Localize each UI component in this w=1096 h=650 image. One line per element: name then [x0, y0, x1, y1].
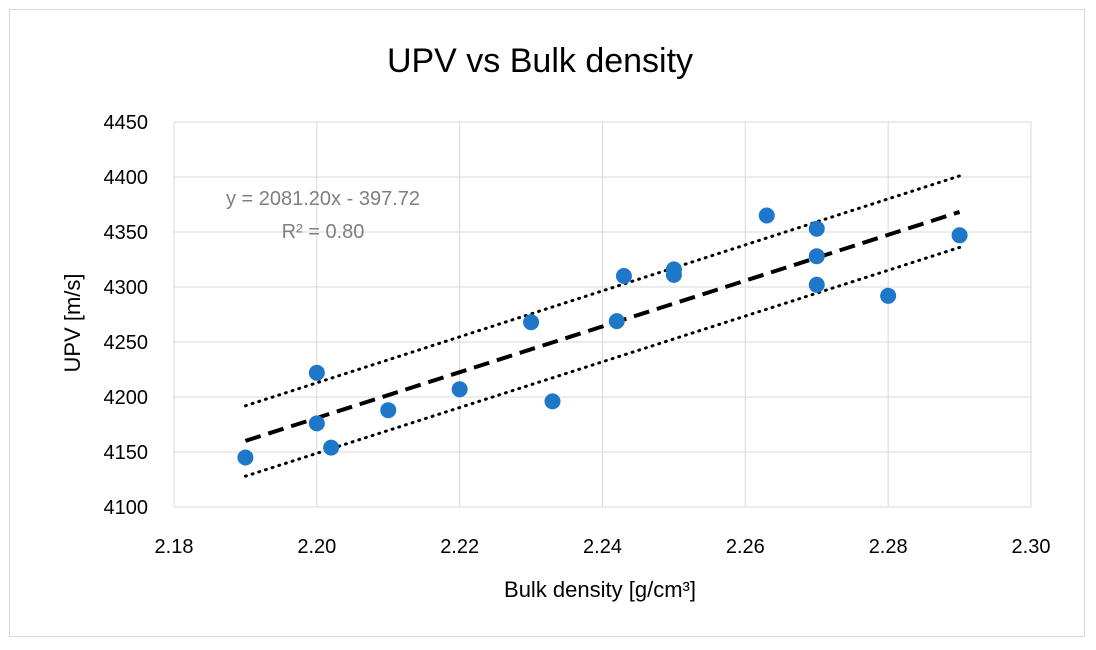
- data-point: [615, 268, 632, 284]
- data-point: [665, 266, 682, 283]
- data-point: [808, 220, 825, 237]
- x-tick-label: 2.20: [297, 536, 336, 558]
- gridlines: [173, 121, 1032, 508]
- data-point: [451, 381, 468, 398]
- data-point: [237, 449, 254, 466]
- y-tick-label: 4450: [104, 112, 149, 134]
- y-tick-label: 4150: [104, 442, 149, 464]
- trendline-equation: y = 2081.20x - 397.72: [226, 188, 420, 210]
- x-tick-label: 2.18: [155, 536, 194, 558]
- data-point: [608, 313, 625, 330]
- data-point: [880, 287, 897, 304]
- y-tick-label: 4300: [104, 277, 149, 299]
- data-point: [544, 393, 561, 410]
- y-tick-label: 4100: [104, 497, 149, 519]
- scatter-chart: 4100 4150 4200 4250 4300 4350 4400 4450 2.18 2.2…: [60, 42, 1051, 602]
- x-axis-label: Bulk density [g/cm³]: [504, 577, 696, 602]
- data-point: [808, 276, 825, 293]
- trendline-group: [244, 210, 961, 443]
- confidence-upper-line: [243, 174, 962, 408]
- x-tick-label: 2.26: [726, 536, 765, 558]
- data-point: [758, 207, 775, 224]
- data-points: [237, 207, 968, 466]
- data-point: [808, 248, 825, 265]
- x-tick-labels: 2.18 2.20 2.22 2.24 2.26 2.28 2.30: [155, 536, 1051, 558]
- x-tick-label: 2.24: [583, 536, 622, 558]
- y-tick-label: 4250: [104, 332, 149, 354]
- x-tick-label: 2.30: [1012, 536, 1051, 558]
- y-axis-label: UPV [m/s]: [60, 273, 85, 372]
- y-tick-label: 4200: [104, 387, 149, 409]
- confidence-band-lines: [243, 174, 962, 478]
- confidence-lower-line: [243, 245, 962, 478]
- trendline-r-squared: R² = 0.80: [282, 221, 365, 243]
- data-point: [308, 415, 325, 432]
- y-tick-label: 4400: [104, 167, 149, 189]
- x-tick-label: 2.22: [440, 536, 479, 558]
- data-point: [380, 402, 397, 419]
- y-tick-label: 4350: [104, 222, 149, 244]
- y-tick-labels: 4100 4150 4200 4250 4300 4350 4400 4450: [104, 112, 149, 519]
- x-tick-label: 2.28: [869, 536, 908, 558]
- data-point: [951, 227, 968, 244]
- trendline: [244, 210, 961, 443]
- chart-frame: 4100 4150 4200 4250 4300 4350 4400 4450 2.18 2.2…: [9, 9, 1085, 637]
- data-point: [523, 314, 540, 331]
- data-point: [308, 364, 325, 381]
- chart-title: UPV vs Bulk density: [387, 42, 693, 80]
- data-point: [323, 439, 340, 456]
